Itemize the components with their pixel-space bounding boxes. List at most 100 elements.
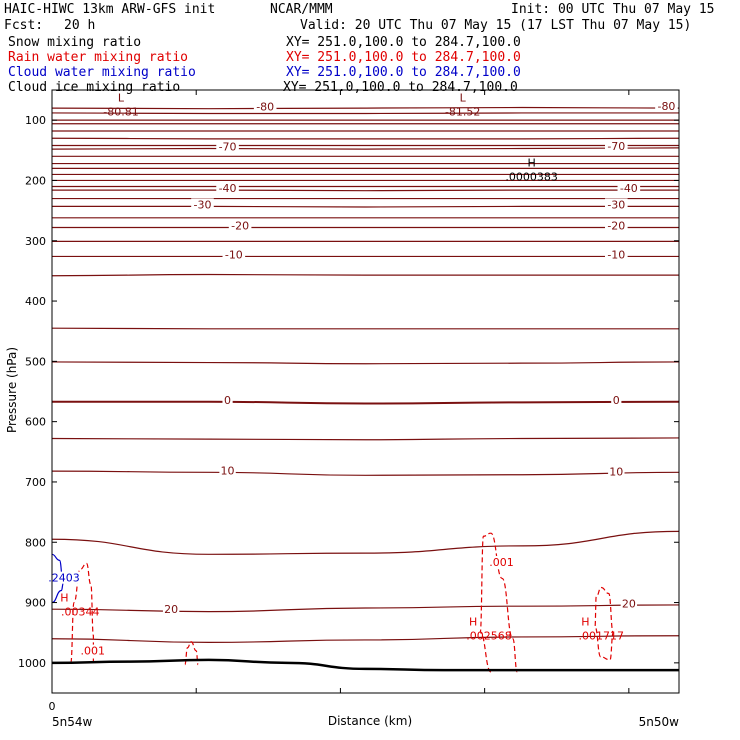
isotherm-label-bg — [605, 248, 628, 261]
cloud-water-label: .2403 — [48, 572, 80, 585]
y-tick-label: 200 — [25, 174, 46, 187]
y-tick-label: 300 — [25, 235, 46, 248]
isotherm-label-bg — [605, 140, 628, 153]
isotherm-label: -10 — [225, 248, 243, 261]
rain-max-marker: H — [469, 616, 477, 629]
rain-contour-label: .001 — [81, 645, 106, 658]
extremum-value: .0000383 — [505, 170, 558, 183]
x-axis-title: Distance (km) — [328, 714, 412, 728]
rain-contour — [594, 586, 614, 661]
fcst-value: 20 h — [64, 18, 96, 33]
plot-frame — [51, 89, 680, 694]
isotherm-label-bg — [216, 140, 239, 153]
isotherm — [51, 112, 679, 115]
rain-max-value: .002568 — [466, 630, 512, 643]
isotherm-label-bg — [605, 219, 628, 232]
model-title: HAIC-HIWC 13km ARW-GFS init — [4, 2, 216, 17]
y-axis-title: Pressure (hPa) — [5, 347, 19, 433]
isotherm — [51, 106, 680, 110]
isotherm-label-bg — [191, 198, 214, 211]
rain-contour-label-bg — [78, 644, 108, 657]
isotherm — [51, 604, 680, 613]
extremum-value: -81.52 — [445, 105, 480, 118]
isotherm — [52, 400, 680, 405]
rain-contour — [184, 641, 199, 666]
isotherm-label: 20 — [164, 603, 178, 616]
rain-max-marker: H — [60, 592, 68, 605]
y-tick-label: 800 — [25, 536, 46, 549]
isotherm-label: 20 — [622, 597, 636, 610]
isotherm-label-bg — [228, 219, 252, 232]
isotherm-label: -20 — [607, 219, 625, 232]
field-xy-snow: XY= 251.0,100.0 to 284.7,100.0 — [286, 35, 521, 50]
isotherm-label: -40 — [620, 182, 638, 195]
isotherm-label-bg — [608, 465, 625, 478]
isotherm-label: -20 — [231, 219, 249, 232]
isotherm-label-bg — [611, 393, 622, 406]
isotherm-label-bg — [162, 603, 180, 616]
y-tick-label: 900 — [25, 597, 46, 610]
rain-max-value: .001717 — [579, 630, 625, 643]
x-right-label: 5n50w — [639, 715, 680, 729]
rain-contour — [479, 532, 518, 673]
cloud-water-label-bg — [46, 571, 82, 584]
isotherm-label: 0 — [613, 394, 620, 407]
y-tick-label: 1000 — [18, 657, 46, 670]
x-zero-label: 0 — [49, 700, 56, 713]
x-left-label: 5n54w — [52, 715, 93, 729]
isotherm-label: -80 — [657, 100, 675, 113]
isotherm-label: -40 — [219, 182, 237, 195]
isotherm-label: 0 — [224, 394, 231, 407]
isotherm — [51, 530, 680, 555]
isotherm — [51, 361, 680, 365]
isotherm-label-bg — [655, 100, 678, 113]
isotherm — [51, 147, 680, 150]
extremum-value: -80.81 — [103, 105, 138, 118]
y-tick-label: 500 — [25, 355, 46, 368]
isotherm — [51, 470, 680, 476]
isotherm — [51, 137, 680, 140]
isotherm-label: -70 — [607, 140, 625, 153]
isotherm-label: -70 — [219, 141, 237, 154]
isotherm — [51, 273, 679, 277]
isotherm-label: -80 — [256, 100, 274, 113]
field-label-cloud-ice: Cloud ice mixing ratio — [8, 80, 181, 95]
isotherm-label-bg — [219, 464, 236, 477]
center-label: NCAR/MMM — [270, 2, 333, 17]
field-label-cloud-water: Cloud water mixing ratio — [8, 65, 196, 80]
init-time: Init: 00 UTC Thu 07 May 15 — [511, 2, 715, 17]
rain-contour — [70, 562, 94, 664]
rain-max-marker: H — [581, 616, 589, 629]
isotherm-label-bg — [216, 182, 239, 195]
valid-time: Valid: 20 UTC Thu 07 May 15 (17 LST Thu … — [300, 18, 692, 33]
rain-contour-label-bg — [487, 555, 516, 568]
y-tick-label: 100 — [25, 114, 46, 127]
rain-contour-label: .001 — [489, 556, 514, 569]
isotherm-label-bg — [253, 100, 277, 113]
fcst-label: Fcst: — [4, 18, 44, 33]
isotherm — [51, 437, 680, 441]
terrain-line — [51, 658, 679, 672]
isotherm-label-bg — [617, 182, 641, 195]
isotherm-label: 10 — [609, 465, 623, 478]
extremum-marker: L — [460, 91, 467, 104]
rain-max-value: .00344 — [61, 606, 100, 619]
extremum-marker: H — [528, 156, 536, 169]
y-tick-label: 400 — [25, 295, 46, 308]
isotherm-label: -10 — [607, 248, 625, 261]
isotherm-label-bg — [605, 198, 628, 211]
isotherm-label: -30 — [607, 198, 625, 211]
isotherm-label: 10 — [221, 465, 235, 478]
field-label-rain: Rain water mixing ratio — [8, 50, 189, 65]
isotherm-label: -30 — [193, 198, 211, 211]
y-tick-label: 600 — [25, 416, 46, 429]
isotherm-label-bg — [620, 597, 638, 610]
field-label-snow: Snow mixing ratio — [8, 35, 142, 50]
isotherm — [51, 189, 679, 192]
field-xy-rain: XY= 251.0,100.0 to 284.7,100.0 — [286, 50, 521, 65]
isotherm-label-bg — [222, 393, 233, 406]
isotherm — [51, 327, 680, 330]
y-tick-label: 700 — [25, 476, 46, 489]
isotherm — [51, 635, 680, 643]
